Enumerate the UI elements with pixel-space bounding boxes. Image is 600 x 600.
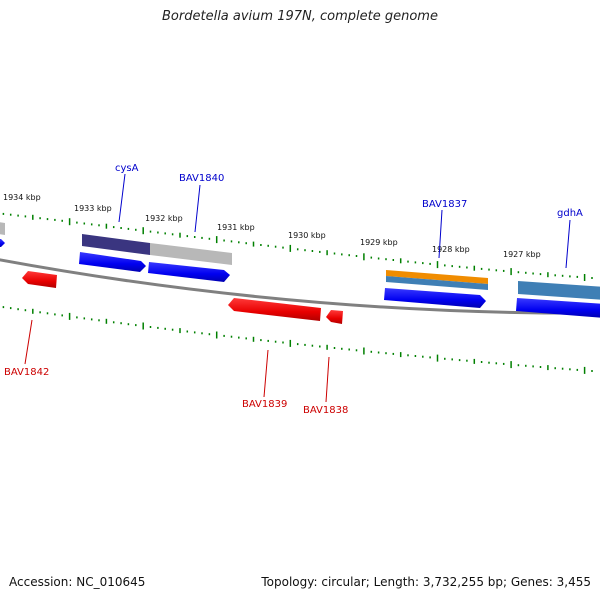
gene-label-bav1839[interactable]: BAV1839 (242, 399, 287, 410)
cds-arrow-forward[interactable] (79, 252, 146, 272)
gene-label-bav1837[interactable]: BAV1837 (422, 199, 467, 210)
label-leader-line (325, 356, 330, 403)
gene-label-gdha[interactable]: gdhA (557, 208, 583, 219)
inner-scale-ticks (2, 306, 593, 374)
cds-arrow-forward[interactable] (384, 288, 486, 308)
kbp-label: 1928 kbp (432, 245, 470, 254)
cds-arrow-reverse[interactable] (22, 271, 57, 288)
outer-scale-ticks (2, 212, 593, 281)
gene-feature-bav1837-top[interactable] (386, 270, 488, 284)
cds-arrow-forward[interactable] (0, 239, 5, 247)
gene-feature-bav1837-bottom[interactable] (386, 276, 488, 290)
kbp-label: 1933 kbp (74, 204, 112, 213)
label-leader-line (24, 319, 33, 365)
gene-label-cysa[interactable]: cysA (115, 163, 139, 174)
gene-label-bav1842[interactable]: BAV1842 (4, 367, 49, 378)
gene-feature-cysa[interactable] (82, 234, 150, 255)
label-leader-line (438, 209, 443, 259)
genome-backbone (0, 258, 600, 315)
label-leader-line (118, 173, 126, 223)
gene-label-bav1840[interactable]: BAV1840 (179, 173, 224, 184)
accession-text: Accession: NC_010645 (9, 575, 146, 589)
kbp-label: 1932 kbp (145, 214, 183, 223)
topology-text: Topology: circular; Length: 3,732,255 bp… (261, 575, 591, 589)
gene-feature-bav1840[interactable] (150, 243, 232, 265)
cds-arrow-forward[interactable] (148, 262, 230, 282)
gene-feature-gdha[interactable] (518, 281, 600, 300)
label-leader-line (194, 184, 201, 233)
kbp-label: 1930 kbp (288, 231, 326, 240)
kbp-label: 1934 kbp (3, 193, 41, 202)
cds-arrow-reverse[interactable] (228, 298, 321, 321)
kbp-label: 1931 kbp (217, 223, 255, 232)
map-title: Bordetella avium 197N, complete genome (162, 9, 438, 24)
kbp-label: 1929 kbp (360, 238, 398, 247)
kbp-label: 1927 kbp (503, 250, 541, 259)
gene-feature-partial[interactable] (0, 222, 5, 235)
gene-label-bav1838[interactable]: BAV1838 (303, 405, 348, 416)
cds-arrow-forward[interactable] (516, 298, 600, 318)
label-leader-line (565, 219, 571, 269)
cds-arrow-reverse[interactable] (326, 310, 343, 324)
label-leader-line (263, 349, 269, 398)
